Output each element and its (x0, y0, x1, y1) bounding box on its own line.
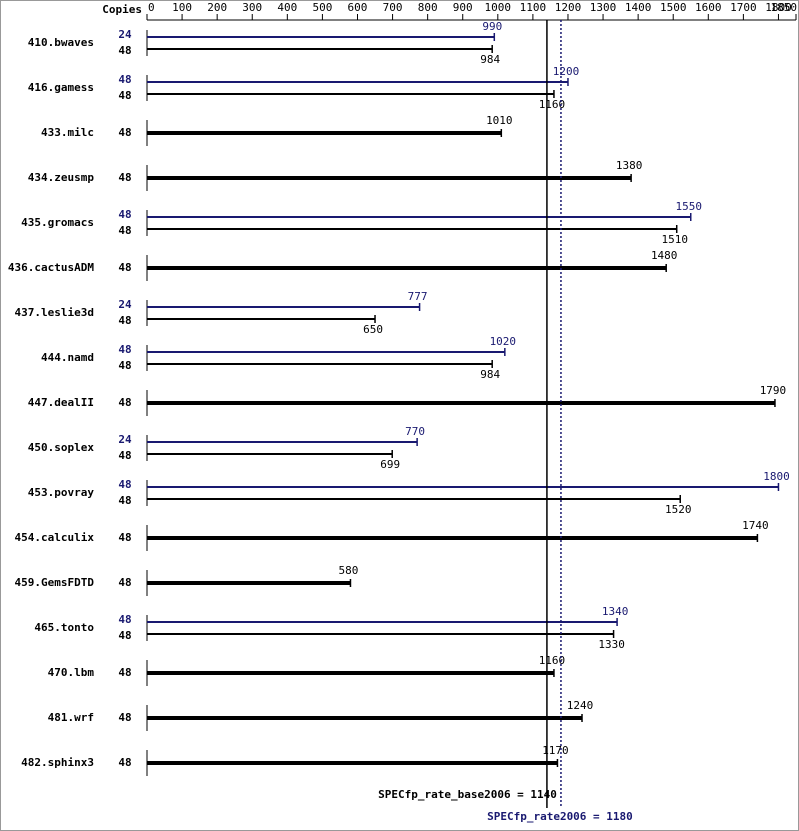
peak-copies: 48 (118, 208, 131, 221)
peak-value-label: 1340 (602, 605, 629, 618)
base-copies: 48 (118, 666, 131, 679)
peak-reference-label: SPECfp_rate2006 = 1180 (487, 810, 633, 823)
base-value-label: 1790 (760, 384, 787, 397)
base-value-label: 1160 (539, 654, 566, 667)
benchmark-name: 470.lbm (48, 666, 95, 679)
benchmark-name: 444.namd (41, 351, 94, 364)
peak-value-label: 990 (482, 20, 502, 33)
base-value-label: 650 (363, 323, 383, 336)
benchmark-name: 459.GemsFDTD (15, 576, 95, 589)
benchmark-name: 416.gamess (28, 81, 94, 94)
base-value-label: 1010 (486, 114, 513, 127)
base-copies: 48 (118, 44, 131, 57)
x-tick-label: 900 (453, 1, 473, 14)
benchmark-name: 410.bwaves (28, 36, 94, 49)
benchmark-name: 453.povray (28, 486, 95, 499)
base-copies: 48 (118, 396, 131, 409)
peak-value-label: 1200 (553, 65, 580, 78)
base-copies: 48 (118, 261, 131, 274)
benchmark-name: 435.gromacs (21, 216, 94, 229)
peak-copies: 48 (118, 343, 131, 356)
benchmark-name: 447.dealII (28, 396, 94, 409)
peak-value-label: 1800 (763, 470, 790, 483)
base-value-label: 1380 (616, 159, 643, 172)
base-value-label: 1240 (567, 699, 594, 712)
base-copies: 48 (118, 576, 131, 589)
base-value-label: 1160 (539, 98, 566, 111)
base-copies: 48 (118, 126, 131, 139)
x-tick-label: 1300 (590, 1, 617, 14)
peak-value-label: 770 (405, 425, 425, 438)
base-value-label: 984 (480, 53, 500, 66)
x-tick-label: 1850 (771, 1, 798, 14)
base-value-label: 580 (339, 564, 359, 577)
base-copies: 48 (118, 171, 131, 184)
x-tick-label: 300 (242, 1, 262, 14)
base-value-label: 1480 (651, 249, 678, 262)
base-value-label: 1520 (665, 503, 692, 516)
peak-copies: 48 (118, 613, 131, 626)
benchmark-name: 450.soplex (28, 441, 95, 454)
x-tick-label: 1000 (485, 1, 512, 14)
x-tick-label: 200 (207, 1, 227, 14)
base-reference-label: SPECfp_rate_base2006 = 1140 (378, 788, 557, 801)
x-tick-label: 100 (172, 1, 192, 14)
base-copies: 48 (118, 711, 131, 724)
benchmark-name: 437.leslie3d (15, 306, 94, 319)
benchmark-name: 482.sphinx3 (21, 756, 94, 769)
base-copies: 48 (118, 359, 131, 372)
base-value-label: 984 (480, 368, 500, 381)
x-tick-label: 1500 (660, 1, 687, 14)
base-value-label: 1330 (598, 638, 625, 651)
peak-copies: 48 (118, 478, 131, 491)
copies-header: Copies (102, 3, 142, 16)
benchmark-name: 436.cactusADM (8, 261, 94, 274)
benchmark-name: 454.calculix (15, 531, 95, 544)
benchmark-name: 481.wrf (48, 711, 94, 724)
base-value-label: 1170 (542, 744, 569, 757)
peak-value-label: 777 (408, 290, 428, 303)
benchmark-name: 433.milc (41, 126, 94, 139)
peak-value-label: 1550 (676, 200, 703, 213)
base-copies: 48 (118, 89, 131, 102)
x-tick-label: 1200 (555, 1, 582, 14)
benchmark-name: 434.zeusmp (28, 171, 95, 184)
peak-copies: 48 (118, 73, 131, 86)
x-tick-label: 0 (148, 1, 155, 14)
base-value-label: 1510 (661, 233, 688, 246)
base-copies: 48 (118, 629, 131, 642)
base-copies: 48 (118, 494, 131, 507)
peak-copies: 24 (118, 28, 132, 41)
x-tick-label: 1600 (695, 1, 722, 14)
x-tick-label: 1800 (765, 1, 792, 14)
x-tick-label: 1700 (730, 1, 757, 14)
peak-copies: 24 (118, 433, 132, 446)
base-copies: 48 (118, 449, 131, 462)
base-copies: 48 (118, 531, 131, 544)
x-tick-label: 800 (418, 1, 438, 14)
base-value-label: 699 (380, 458, 400, 471)
x-tick-label: 1100 (520, 1, 547, 14)
base-copies: 48 (118, 314, 131, 327)
base-copies: 48 (118, 756, 131, 769)
peak-copies: 24 (118, 298, 132, 311)
peak-value-label: 1020 (490, 335, 517, 348)
benchmark-name: 465.tonto (34, 621, 94, 634)
base-value-label: 1740 (742, 519, 769, 532)
x-tick-label: 1400 (625, 1, 652, 14)
x-tick-label: 400 (277, 1, 297, 14)
x-tick-label: 700 (383, 1, 403, 14)
x-tick-label: 600 (348, 1, 368, 14)
base-copies: 48 (118, 224, 131, 237)
x-tick-label: 500 (312, 1, 332, 14)
